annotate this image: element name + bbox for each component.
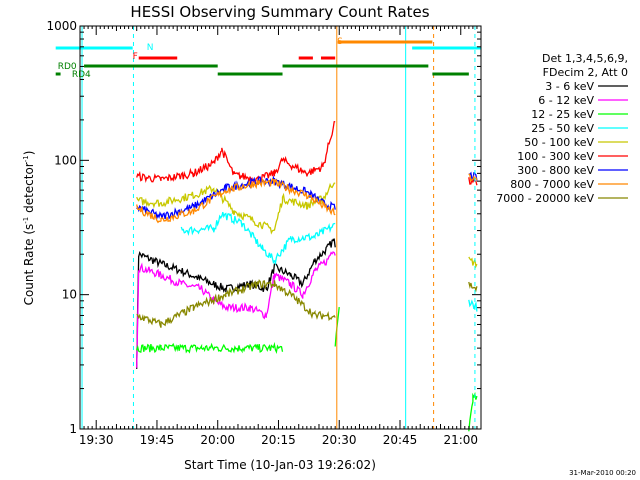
x-tick-label: 21:00 bbox=[443, 433, 478, 447]
x-tick-label: 20:30 bbox=[322, 433, 357, 447]
legend-label-1: 6 - 12 keV bbox=[538, 94, 594, 107]
series-line-8 bbox=[136, 279, 478, 328]
legend-label-0: 3 - 6 keV bbox=[545, 80, 594, 93]
series-line-7 bbox=[136, 173, 478, 224]
x-tick-label: 20:00 bbox=[200, 433, 235, 447]
plot-area bbox=[55, 26, 481, 432]
x-tick-label: 19:30 bbox=[79, 433, 114, 447]
legend-label-4: 50 - 100 keV bbox=[524, 136, 594, 149]
x-axis: 19:30 19:45 20:00 20:15 20:30 20:45 21:00 bbox=[79, 26, 478, 447]
legend-label-8: 7000 - 20000 keV bbox=[496, 192, 594, 205]
y-tick-label: 100 bbox=[54, 153, 77, 167]
annotation-f: F bbox=[133, 52, 138, 62]
annotation-rd4: RD4 bbox=[72, 70, 91, 80]
series-line-2 bbox=[136, 307, 478, 432]
x-tick-label: 20:45 bbox=[383, 433, 418, 447]
y-tick-label: 10 bbox=[62, 288, 77, 302]
legend-header-1: Det 1,3,4,5,6,9, bbox=[542, 52, 628, 65]
y-axis: 1 10 100 1000 bbox=[46, 19, 481, 436]
y-tick-label: 1000 bbox=[46, 19, 77, 33]
legend: Det 1,3,4,5,6,9, FDecim 2, Att 0 3 - 6 k… bbox=[496, 52, 628, 205]
legend-label-7: 800 - 7000 keV bbox=[510, 178, 594, 191]
plot-frame bbox=[79, 25, 482, 430]
annotation-n: N bbox=[147, 43, 154, 53]
x-axis-label: Start Time (10-Jan-03 19:26:02) bbox=[184, 458, 376, 472]
chart-title: HESSI Observing Summary Count Rates bbox=[130, 3, 429, 21]
footer-date: 31-Mar-2010 00:20 bbox=[569, 469, 636, 477]
legend-label-5: 100 - 300 keV bbox=[517, 150, 594, 163]
annotation-s: S bbox=[337, 37, 343, 47]
annotation-rd0: RD0 bbox=[58, 62, 77, 72]
legend-label-2: 12 - 25 keV bbox=[531, 108, 594, 121]
x-tick-label: 20:15 bbox=[261, 433, 296, 447]
legend-label-6: 300 - 800 keV bbox=[517, 164, 594, 177]
series-line-4 bbox=[136, 182, 478, 269]
series-line-5 bbox=[136, 120, 478, 186]
legend-label-3: 25 - 50 keV bbox=[531, 122, 594, 135]
x-tick-label: 19:45 bbox=[140, 433, 175, 447]
y-axis-label: Count Rate (s-1 detector-1) bbox=[22, 151, 36, 306]
legend-header-2: FDecim 2, Att 0 bbox=[543, 66, 628, 79]
series-line-3 bbox=[180, 212, 478, 312]
y-tick-label: 1 bbox=[69, 422, 77, 436]
series-line-1 bbox=[136, 251, 336, 368]
